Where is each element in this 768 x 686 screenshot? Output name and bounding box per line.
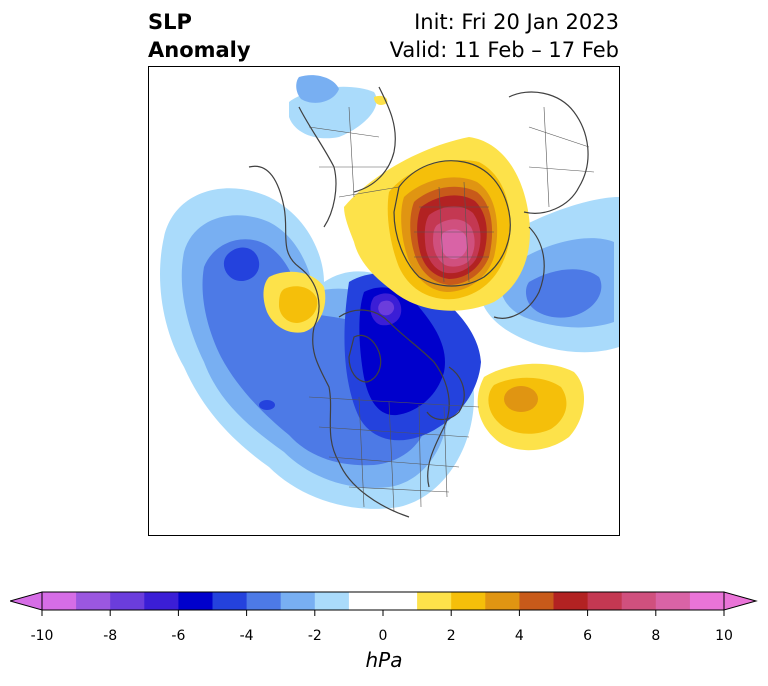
colorbar-tick-label: -4 — [239, 628, 254, 644]
colorbar-ticks — [41, 610, 725, 616]
contour-minus-2-europe — [296, 75, 339, 103]
colorbar-tick-label: 6 — [583, 628, 593, 644]
colorbar-tick-label: -2 — [307, 628, 322, 644]
map-title-variable: SLP Anomaly — [148, 8, 251, 64]
title-init-date: Init: Fri 20 Jan 2023 — [414, 10, 619, 34]
colorbar-bin — [553, 592, 589, 610]
title-variable-line1: SLP — [148, 10, 192, 34]
colorbar-bin — [42, 592, 77, 610]
colorbar-bin — [212, 592, 248, 610]
colorbar-bin — [280, 592, 316, 610]
high-center-atlantic — [504, 386, 538, 412]
colorbar-bin — [417, 592, 452, 610]
colorbar-bin — [655, 592, 691, 610]
colorbar-bin — [144, 592, 179, 610]
colorbar-bin — [110, 592, 145, 610]
colorbar-bin — [178, 592, 213, 610]
colorbar-tick-label: 2 — [446, 628, 456, 644]
colorbar-tick-label: 10 — [715, 628, 733, 644]
colorbar-extend-low — [10, 591, 43, 611]
colorbar-bin — [348, 592, 418, 610]
colorbar-tick-label: -10 — [30, 628, 54, 644]
colorbar-tick-label: -8 — [103, 628, 118, 644]
high-center-arctic — [440, 229, 468, 260]
coastlines — [248, 86, 589, 518]
title-variable-line2: Anomaly — [148, 38, 251, 62]
colorbar-bin — [689, 592, 725, 610]
colorbar-tick-label: 4 — [514, 628, 524, 644]
colorbar-bin — [621, 592, 657, 610]
colorbar-tick-label: -6 — [171, 628, 186, 644]
colorbar-tick-label: 8 — [651, 628, 661, 644]
colorbar-bin — [587, 592, 623, 610]
title-valid-range: Valid: 11 Feb – 17 Feb — [389, 38, 619, 62]
slp-anomaly-map — [148, 66, 620, 536]
colorbar-bin — [76, 592, 111, 610]
positive-anomaly-west — [263, 271, 326, 333]
contour-minus-3-east — [525, 269, 602, 318]
map-title-dates: Init: Fri 20 Jan 2023 Valid: 11 Feb – 17… — [390, 8, 619, 64]
positive-anomaly-north — [344, 95, 530, 311]
positive-anomaly-atlantic — [477, 363, 585, 451]
negative-anomaly-central — [344, 273, 481, 441]
colorbar-bin — [485, 592, 520, 610]
colorbar-bins — [42, 592, 725, 610]
colorbar — [10, 591, 758, 616]
contour-plus-2-west — [279, 286, 318, 323]
colorbar-extend-high — [723, 591, 758, 611]
colorbar-tick-label: 0 — [378, 628, 388, 644]
colorbar-unit-label: hPa — [365, 648, 403, 672]
map-canvas — [160, 75, 619, 518]
colorbar-bin — [246, 592, 282, 610]
low-center-west — [223, 247, 260, 282]
contour-minus-8 — [378, 300, 395, 316]
colorbar-bin — [519, 592, 554, 610]
low-center-southwest — [259, 400, 275, 410]
political-borders — [308, 106, 595, 513]
colorbar-bin — [314, 592, 350, 610]
colorbar-bin — [451, 592, 486, 610]
negative-anomaly-east — [289, 75, 619, 353]
